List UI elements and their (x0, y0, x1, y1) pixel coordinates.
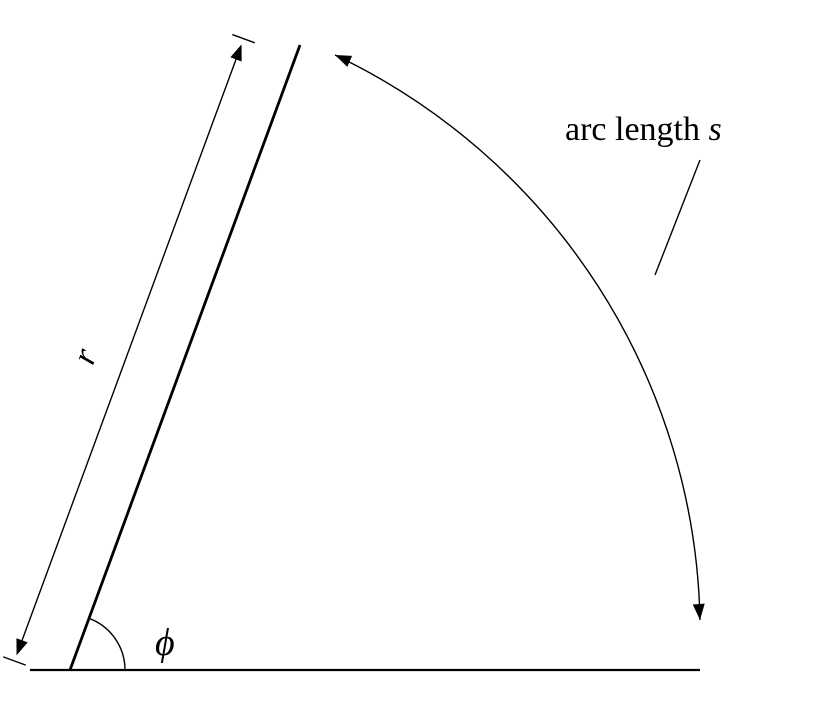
arc-label-pointer (655, 160, 700, 275)
r-label: r (65, 343, 105, 369)
radius-dimension-line (20, 55, 237, 645)
phi-label: ϕ (155, 622, 175, 664)
arc-length-label: arc length s (565, 111, 722, 148)
dimension-tick (232, 35, 255, 43)
radius-line (70, 45, 300, 670)
dimension-tick (3, 657, 26, 665)
angle-arc (89, 618, 125, 670)
